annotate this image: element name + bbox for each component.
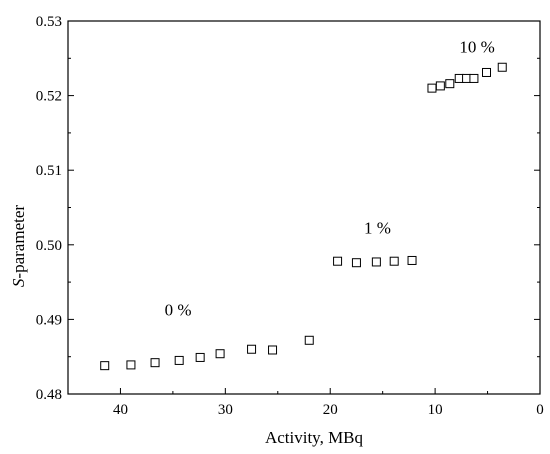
- data-point-square: [454, 73, 464, 83]
- data-point-square: [304, 335, 314, 345]
- data-point-square: [195, 352, 205, 362]
- y-tick-label: 0.51: [36, 163, 62, 179]
- data-point-square: [333, 256, 343, 266]
- data-point-square: [462, 73, 472, 83]
- annotation-label: 1 %: [364, 219, 391, 238]
- x-tick-label: 30: [218, 402, 233, 418]
- y-tick-label: 0.48: [36, 387, 62, 403]
- x-tick-label: 10: [428, 402, 443, 418]
- data-point-square: [435, 81, 445, 91]
- data-point-square: [407, 255, 417, 265]
- data-point-square: [497, 62, 507, 72]
- data-point-square: [100, 361, 110, 371]
- annotation-label: 10 %: [459, 37, 494, 56]
- data-point-square: [268, 345, 278, 355]
- data-point-square: [126, 360, 136, 370]
- data-point-square: [469, 73, 479, 83]
- data-point-square: [215, 349, 225, 359]
- x-tick-label: 0: [536, 402, 544, 418]
- y-axis-title: S-parameter: [9, 205, 28, 287]
- data-point-square: [247, 344, 257, 354]
- annotation-label: 0 %: [165, 301, 192, 320]
- y-tick-label: 0.49: [36, 312, 62, 328]
- x-tick-label: 40: [113, 402, 128, 418]
- data-point-square: [174, 355, 184, 365]
- data-point-square: [427, 83, 437, 93]
- data-point-square: [351, 258, 361, 268]
- x-axis-title: Activity, MBq: [265, 428, 364, 447]
- data-point-square: [445, 79, 455, 89]
- y-tick-label: 0.52: [36, 89, 62, 105]
- data-point-square: [150, 358, 160, 368]
- y-tick-label: 0.50: [36, 238, 62, 254]
- data-point-square: [389, 256, 399, 266]
- y-tick-label: 0.53: [36, 14, 62, 30]
- data-point-square: [371, 257, 381, 267]
- data-point-square: [482, 67, 492, 77]
- x-tick-label: 20: [323, 402, 338, 418]
